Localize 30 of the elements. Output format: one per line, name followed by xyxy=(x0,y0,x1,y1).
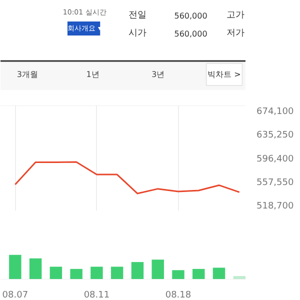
y-tick-label: 635,250 xyxy=(256,130,294,141)
text: 저가 xyxy=(226,28,245,38)
y-tick-label: 557,550 xyxy=(256,178,294,188)
text: 고가 xyxy=(226,10,245,20)
x-tick-label: 08.18 xyxy=(165,290,192,300)
bar xyxy=(192,268,205,280)
bar xyxy=(172,270,184,280)
x-tick-label: 08.11 xyxy=(84,290,110,300)
text: 3년 xyxy=(152,70,165,79)
bar xyxy=(9,254,22,280)
bar xyxy=(110,266,124,280)
y-tick-label: 596,400 xyxy=(256,154,294,164)
text: 전일 xyxy=(128,10,147,20)
y-tick-label: 674,100 xyxy=(256,106,294,117)
text: 560,000 xyxy=(174,12,208,20)
bar xyxy=(152,260,164,280)
bar xyxy=(29,258,42,280)
bar xyxy=(70,268,82,280)
text: 3개월 xyxy=(16,70,38,79)
text: 1년 xyxy=(86,70,100,79)
bar xyxy=(131,262,144,280)
x-tick-label: 08.07 xyxy=(2,290,28,300)
text: 시가 xyxy=(128,28,147,38)
bar xyxy=(212,268,226,280)
bar xyxy=(90,266,103,280)
line-series xyxy=(14,161,240,194)
bar xyxy=(50,266,62,280)
text: 560,000 xyxy=(174,30,208,38)
y-tick-label: 518,700 xyxy=(256,202,294,212)
text: 빅차트 > xyxy=(208,70,241,79)
